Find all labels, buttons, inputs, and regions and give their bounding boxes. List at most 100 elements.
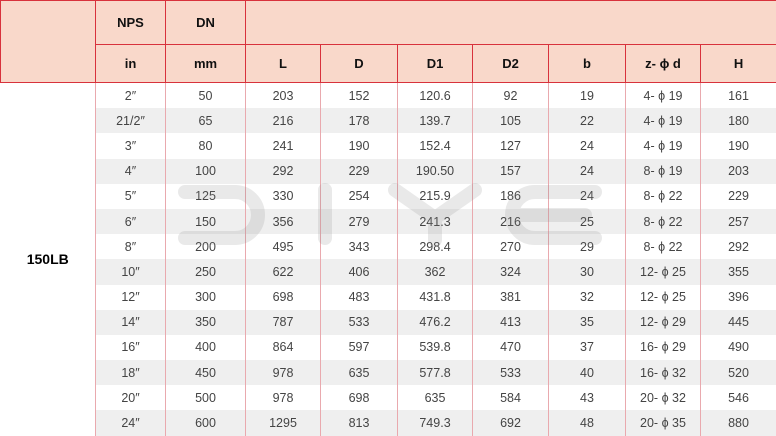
col-header-L: L xyxy=(246,45,321,83)
cell-dn: 300 xyxy=(166,285,246,310)
unit-in-header: in xyxy=(96,45,166,83)
cell-D1: 539.8 xyxy=(398,335,473,360)
cell-b: 24 xyxy=(549,133,626,158)
cell-D2: 157 xyxy=(473,159,549,184)
cell-D2: 413 xyxy=(473,310,549,335)
cell-D1: 431.8 xyxy=(398,285,473,310)
cell-D2: 584 xyxy=(473,385,549,410)
cell-dn: 500 xyxy=(166,385,246,410)
cell-z-d: 12- ϕ 25 xyxy=(626,259,701,284)
cell-z-d: 8- ϕ 22 xyxy=(626,209,701,234)
cell-H: 180 xyxy=(701,108,776,133)
cell-b: 19 xyxy=(549,83,626,109)
cell-z-d: 4- ϕ 19 xyxy=(626,133,701,158)
cell-D1: 298.4 xyxy=(398,234,473,259)
cell-D: 279 xyxy=(321,209,398,234)
cell-b: 32 xyxy=(549,285,626,310)
cell-D: 190 xyxy=(321,133,398,158)
cell-D2: 692 xyxy=(473,410,549,435)
cell-D: 406 xyxy=(321,259,398,284)
cell-L: 292 xyxy=(246,159,321,184)
cell-D1: 152.4 xyxy=(398,133,473,158)
cell-L: 978 xyxy=(246,385,321,410)
cell-z-d: 16- ϕ 32 xyxy=(626,360,701,385)
cell-D1: 476.2 xyxy=(398,310,473,335)
cell-D: 254 xyxy=(321,184,398,209)
cell-z-d: 16- ϕ 29 xyxy=(626,335,701,360)
col-header-D: D xyxy=(321,45,398,83)
cell-nps: 21/2″ xyxy=(96,108,166,133)
cell-nps: 24″ xyxy=(96,410,166,435)
cell-z-d: 4- ϕ 19 xyxy=(626,83,701,109)
cell-D: 152 xyxy=(321,83,398,109)
cell-D: 698 xyxy=(321,385,398,410)
cell-L: 216 xyxy=(246,108,321,133)
cell-D2: 186 xyxy=(473,184,549,209)
cell-nps: 3″ xyxy=(96,133,166,158)
cell-dn: 125 xyxy=(166,184,246,209)
cell-b: 40 xyxy=(549,360,626,385)
cell-L: 1295 xyxy=(246,410,321,435)
cell-D2: 381 xyxy=(473,285,549,310)
cell-D2: 216 xyxy=(473,209,549,234)
cell-L: 698 xyxy=(246,285,321,310)
cell-D1: 635 xyxy=(398,385,473,410)
cell-L: 495 xyxy=(246,234,321,259)
col-header-D1: D1 xyxy=(398,45,473,83)
cell-z-d: 20- ϕ 35 xyxy=(626,410,701,435)
cell-D2: 270 xyxy=(473,234,549,259)
cell-b: 30 xyxy=(549,259,626,284)
cell-nps: 20″ xyxy=(96,385,166,410)
dn-header: DN xyxy=(166,1,246,45)
grade-header-cell xyxy=(1,1,96,83)
cell-D: 343 xyxy=(321,234,398,259)
cell-z-d: 12- ϕ 29 xyxy=(626,310,701,335)
cell-H: 520 xyxy=(701,360,776,385)
cell-H: 229 xyxy=(701,184,776,209)
cell-H: 190 xyxy=(701,133,776,158)
cell-D1: 120.6 xyxy=(398,83,473,109)
cell-dn: 350 xyxy=(166,310,246,335)
cell-H: 355 xyxy=(701,259,776,284)
cell-H: 546 xyxy=(701,385,776,410)
cell-dn: 80 xyxy=(166,133,246,158)
cell-dn: 450 xyxy=(166,360,246,385)
col-header-D2: D2 xyxy=(473,45,549,83)
cell-dn: 200 xyxy=(166,234,246,259)
cell-D: 533 xyxy=(321,310,398,335)
col-header-H: H xyxy=(701,45,776,83)
unit-mm-header: mm xyxy=(166,45,246,83)
cell-nps: 2″ xyxy=(96,83,166,109)
cell-D: 229 xyxy=(321,159,398,184)
cell-D1: 362 xyxy=(398,259,473,284)
cell-H: 203 xyxy=(701,159,776,184)
cell-L: 203 xyxy=(246,83,321,109)
cell-b: 35 xyxy=(549,310,626,335)
cell-H: 161 xyxy=(701,83,776,109)
cell-nps: 10″ xyxy=(96,259,166,284)
cell-D: 813 xyxy=(321,410,398,435)
cell-L: 241 xyxy=(246,133,321,158)
cell-H: 490 xyxy=(701,335,776,360)
cell-b: 48 xyxy=(549,410,626,435)
cell-L: 864 xyxy=(246,335,321,360)
cell-nps: 6″ xyxy=(96,209,166,234)
cell-z-d: 4- ϕ 19 xyxy=(626,108,701,133)
cell-L: 622 xyxy=(246,259,321,284)
cell-dn: 150 xyxy=(166,209,246,234)
cell-D2: 105 xyxy=(473,108,549,133)
cell-D1: 190.50 xyxy=(398,159,473,184)
cell-L: 330 xyxy=(246,184,321,209)
cell-D: 635 xyxy=(321,360,398,385)
cell-D: 597 xyxy=(321,335,398,360)
cell-z-d: 8- ϕ 22 xyxy=(626,234,701,259)
col-header-z-d: z- ϕ d xyxy=(626,45,701,83)
cell-nps: 5″ xyxy=(96,184,166,209)
cell-dn: 65 xyxy=(166,108,246,133)
cell-H: 880 xyxy=(701,410,776,435)
cell-z-d: 20- ϕ 32 xyxy=(626,385,701,410)
